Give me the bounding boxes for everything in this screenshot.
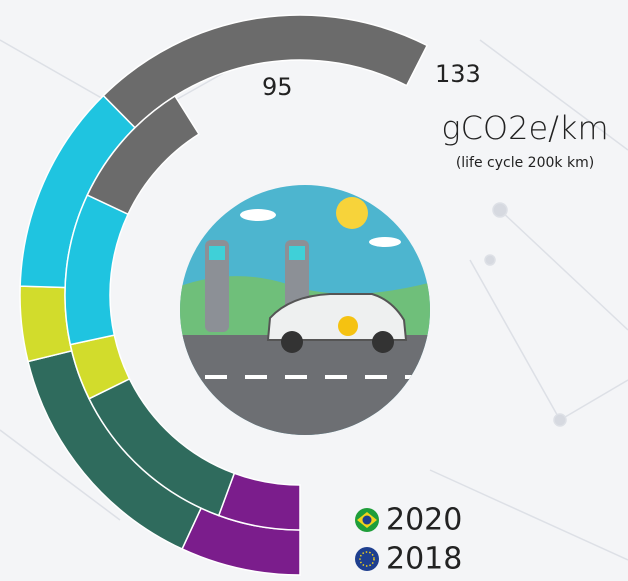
subtitle: (life cycle 200k km) [456,155,594,171]
legend-label: 2020 [386,503,462,538]
total-label: 133 [435,60,481,88]
illustration [180,185,430,435]
unit-label: gCO2e/km [441,109,608,147]
ring-segment [102,14,429,129]
legend-flag [355,547,379,571]
legend-label: 2018 [386,542,462,577]
ring-segment [19,285,73,363]
legend: 2020 2018 [355,503,462,577]
total-label: 95 [262,73,293,101]
rings [19,14,429,576]
ring-segment [86,94,200,216]
